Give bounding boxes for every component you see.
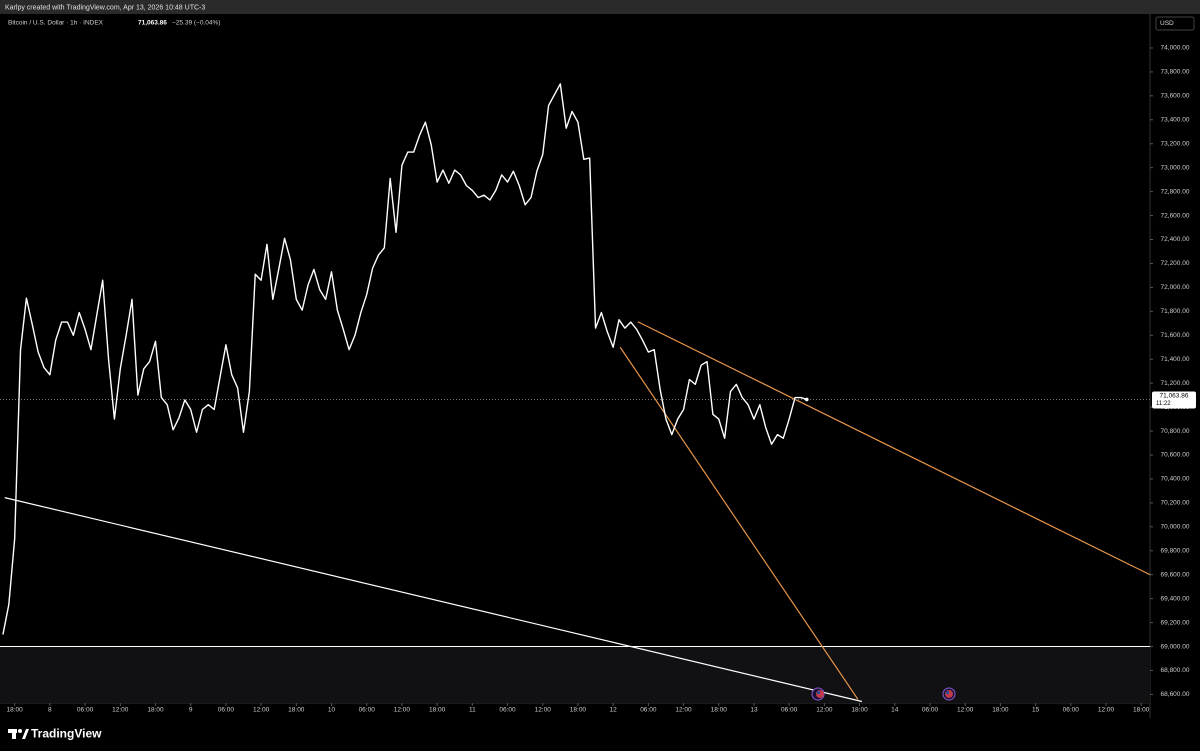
- price-tag: [1152, 391, 1196, 409]
- y-tick-label: 72,000.00: [1161, 284, 1190, 291]
- y-tick-label: 71,400.00: [1161, 356, 1190, 363]
- y-tick-label: 70,600.00: [1161, 452, 1190, 459]
- x-tick-label: 15: [1032, 707, 1040, 714]
- y-tick-label: 72,200.00: [1161, 260, 1190, 267]
- range-shade: [0, 646, 1150, 703]
- trend-line: [637, 321, 1151, 576]
- x-tick-label: 18:00: [1133, 707, 1150, 714]
- y-tick-label: 72,600.00: [1161, 212, 1190, 219]
- x-tick-label: 9: [189, 707, 193, 714]
- currency-button[interactable]: [1155, 16, 1195, 31]
- flag-canton: [946, 691, 949, 694]
- y-tick-label: 71,600.00: [1161, 332, 1190, 339]
- x-tick-label: 06:00: [922, 707, 939, 714]
- x-tick-label: 18:00: [147, 707, 164, 714]
- y-tick-label: 69,200.00: [1161, 619, 1190, 626]
- header-change: −25.39 (−0.04%): [172, 20, 220, 27]
- trend-line: [4, 497, 863, 703]
- x-tick-label: 8: [48, 707, 52, 714]
- x-tick-label: 18:00: [288, 707, 305, 714]
- top-bar-text: Karlpy created with TradingView.com, Apr…: [5, 4, 205, 11]
- brand-logo: TradingView: [8, 727, 102, 741]
- y-tick-label: 74,000.00: [1161, 45, 1190, 52]
- x-tick-label: 06:00: [640, 707, 657, 714]
- y-tick-label: 68,600.00: [1161, 691, 1190, 698]
- x-tick-label: 18:00: [851, 707, 868, 714]
- x-tick-label: 13: [750, 707, 758, 714]
- x-tick-label: 12:00: [1098, 707, 1115, 714]
- y-tick-label: 73,400.00: [1161, 117, 1190, 124]
- currency-label: USD: [1160, 20, 1174, 27]
- y-tick-label: 73,800.00: [1161, 69, 1190, 76]
- countdown-label: 11:22: [1156, 401, 1171, 407]
- flag-canton: [817, 691, 820, 694]
- logo-part: [22, 729, 29, 739]
- x-tick-label: 06:00: [1063, 707, 1080, 714]
- y-tick-label: 70,000.00: [1161, 524, 1190, 531]
- x-tick-label: 18:00: [992, 707, 1009, 714]
- y-tick-label: 69,400.00: [1161, 595, 1190, 602]
- y-tick-label: 68,800.00: [1161, 667, 1190, 674]
- symbol: Bitcoin / U.S. Dollar · 1h · INDEX: [8, 20, 104, 27]
- x-tick-label: 11: [469, 707, 476, 714]
- x-tick-label: 18:00: [570, 707, 587, 714]
- x-tick-label: 12:00: [253, 707, 270, 714]
- plot: 68,600.00 68,800.00 69,000.00 69,200.00 69,4…: [0, 45, 1196, 714]
- brand-name: TradingView: [31, 727, 102, 741]
- header-price: 71,063.86: [138, 20, 167, 27]
- y-tick-label: 73,600.00: [1161, 93, 1190, 100]
- y-tick-label: 73,000.00: [1161, 164, 1190, 171]
- x-tick-label: 06:00: [77, 707, 94, 714]
- top-bar: [0, 0, 1200, 14]
- last-point: [804, 397, 809, 402]
- y-tick-label: 69,800.00: [1161, 547, 1190, 554]
- x-tick-label: 18:00: [711, 707, 728, 714]
- price-tag-label: 71,063.86: [1160, 393, 1189, 400]
- x-tick-label: 12:00: [394, 707, 411, 714]
- logo-part: [18, 729, 22, 733]
- x-tick-label: 12:00: [675, 707, 692, 714]
- y-tick-label: 73,200.00: [1161, 140, 1190, 147]
- x-tick-label: 12:00: [816, 707, 833, 714]
- price-line: [2, 83, 807, 635]
- x-tick-label: 06:00: [781, 707, 798, 714]
- x-tick-label: 12:00: [112, 707, 129, 714]
- trend-line: [619, 346, 859, 700]
- x-tick-label: 14: [891, 707, 899, 714]
- x-tick-label: 10: [328, 707, 336, 714]
- x-tick-label: 12:00: [535, 707, 552, 714]
- y-tick-label: 69,600.00: [1161, 571, 1190, 578]
- x-tick-label: 06:00: [359, 707, 376, 714]
- x-tick-label: 18:00: [7, 707, 24, 714]
- y-tick-label: 70,800.00: [1161, 428, 1190, 435]
- x-tick-label: 12:00: [957, 707, 974, 714]
- x-tick-label: 06:00: [499, 707, 516, 714]
- event-icons: [811, 687, 956, 701]
- x-tick-label: 12: [610, 707, 618, 714]
- y-tick-label: 71,800.00: [1161, 308, 1190, 315]
- y-tick-label: 72,800.00: [1161, 188, 1190, 195]
- x-tick-label: 06:00: [218, 707, 235, 714]
- y-tick-label: 72,400.00: [1161, 236, 1190, 243]
- y-tick-label: 70,200.00: [1161, 500, 1190, 507]
- x-tick-label: 18:00: [429, 707, 446, 714]
- y-tick-label: 69,000.00: [1161, 643, 1190, 650]
- y-tick-label: 71,200.00: [1161, 380, 1190, 387]
- logo-part: [12, 729, 16, 739]
- y-tick-label: 70,400.00: [1161, 476, 1190, 483]
